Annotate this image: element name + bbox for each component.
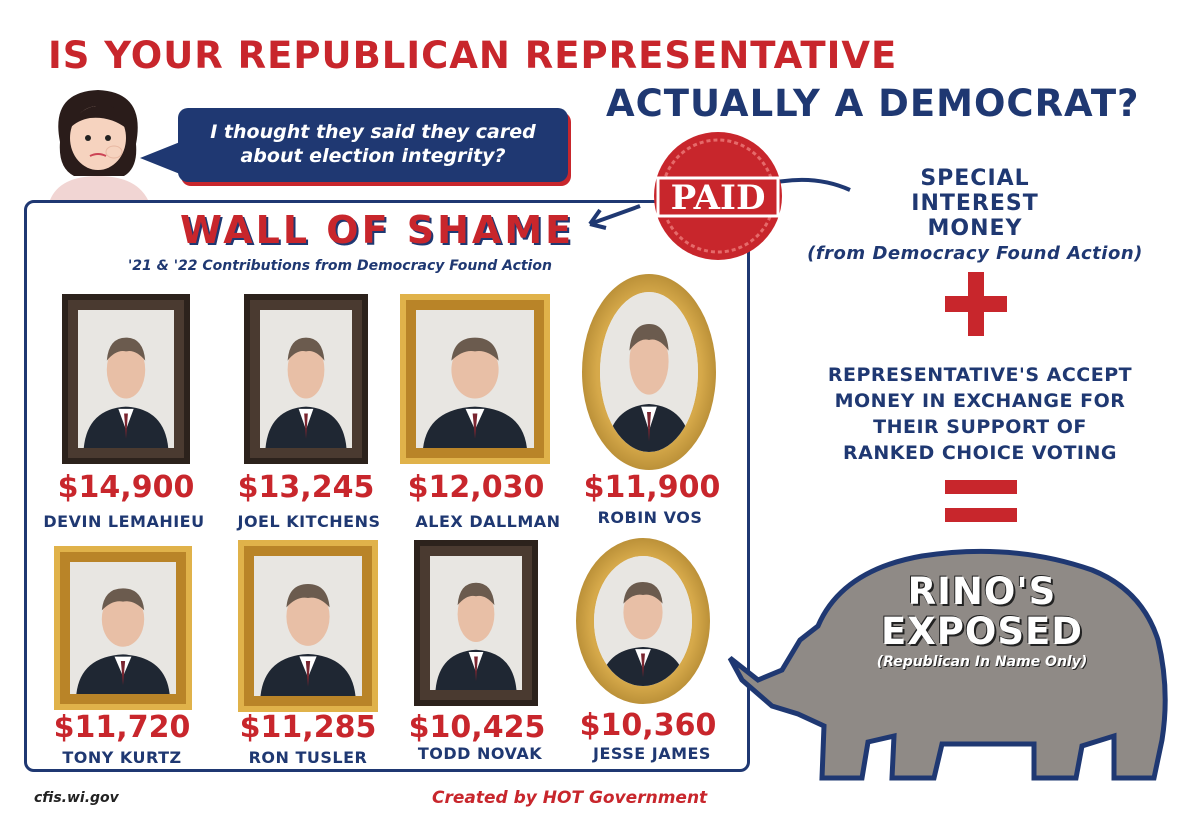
portrait-frame (244, 294, 368, 464)
contribution-amount: $11,720 (53, 710, 191, 745)
representative-name: JOEL KITCHENS (237, 512, 381, 531)
portrait-frame (54, 546, 192, 710)
portrait-photo (254, 556, 362, 696)
portrait-frame (414, 540, 538, 706)
equals-sign-bottom (945, 508, 1017, 522)
accept-money-text: REPRESENTATIVE'S ACCEPT MONEY IN EXCHANG… (800, 362, 1160, 466)
accept-line-2: MONEY IN EXCHANGE FOR (834, 390, 1126, 412)
contribution-amount: $10,425 (408, 710, 546, 745)
representative-name: TONY KURTZ (62, 748, 182, 767)
portrait-frame (400, 294, 550, 464)
representative-name: RON TUSLER (248, 748, 368, 767)
headline-line-1: IS YOUR REPUBLICAN REPRESENTATIVE (48, 34, 898, 77)
rino-title-line-2: EXPOSED (880, 610, 1083, 653)
portrait-photo (594, 556, 692, 686)
representative-name: TODD NOVAK (417, 744, 543, 763)
special-source: (from Democracy Found Action) (807, 243, 1143, 264)
portrait-photo (416, 310, 534, 448)
portrait-frame (576, 538, 710, 704)
accept-line-1: REPRESENTATIVE'S ACCEPT (827, 364, 1133, 386)
paid-stamp-text: PAID (671, 178, 766, 218)
portrait-photo (600, 292, 698, 452)
wall-of-shame-title: WALL OF SHAME (180, 208, 575, 252)
special-line-2: INTEREST (911, 191, 1039, 216)
contribution-amount: $10,360 (579, 708, 717, 743)
portrait-frame (238, 540, 378, 712)
source-url: cfis.wi.gov (34, 790, 119, 806)
portrait-photo (78, 310, 174, 448)
portrait-photo (260, 310, 352, 448)
accept-line-3: THEIR SUPPORT OF (873, 416, 1087, 438)
rino-title-line-1: RINO'S (907, 570, 1057, 613)
portrait-frame (582, 274, 716, 470)
rino-title: RINO'S EXPOSED (842, 572, 1122, 652)
contribution-amount: $11,900 (583, 470, 721, 505)
headline-line-2: ACTUALLY A DEMOCRAT? (606, 82, 1140, 125)
speech-bubble-line-2: about election integrity? (240, 145, 506, 167)
accept-line-4: RANKED CHOICE VOTING (843, 442, 1117, 464)
rhino-silhouette (727, 548, 1168, 781)
special-interest-text: SPECIAL INTEREST MONEY (from Democracy F… (780, 166, 1170, 266)
contribution-amount: $11,285 (239, 710, 377, 745)
paid-stamp: PAID (654, 132, 782, 260)
portrait-photo (70, 562, 176, 694)
woman-illustration (50, 90, 148, 200)
credit-line: Created by HOT Government (432, 788, 708, 808)
speech-bubble-tail (140, 142, 180, 174)
speech-bubble-line-1: I thought they said they cared (210, 121, 536, 143)
special-line-3: MONEY (927, 216, 1023, 241)
representative-name: ALEX DALLMAN (415, 512, 561, 531)
representative-name: DEVIN LEMAHIEU (43, 512, 205, 531)
representative-name: ROBIN VOS (597, 508, 703, 527)
contribution-amount: $12,030 (407, 470, 545, 505)
plus-sign-horizontal (945, 296, 1007, 312)
speech-bubble: I thought they said they cared about ele… (178, 108, 568, 182)
wall-of-shame-subtitle: '21 & '22 Contributions from Democracy F… (128, 258, 552, 274)
equals-sign-top (945, 480, 1017, 494)
special-line-1: SPECIAL (920, 166, 1030, 191)
representative-name: JESSE JAMES (593, 744, 711, 763)
rino-subtitle: (Republican In Name Only) (876, 654, 1088, 670)
contribution-amount: $14,900 (57, 470, 195, 505)
portrait-photo (430, 556, 522, 690)
portrait-frame (62, 294, 190, 464)
contribution-amount: $13,245 (237, 470, 375, 505)
